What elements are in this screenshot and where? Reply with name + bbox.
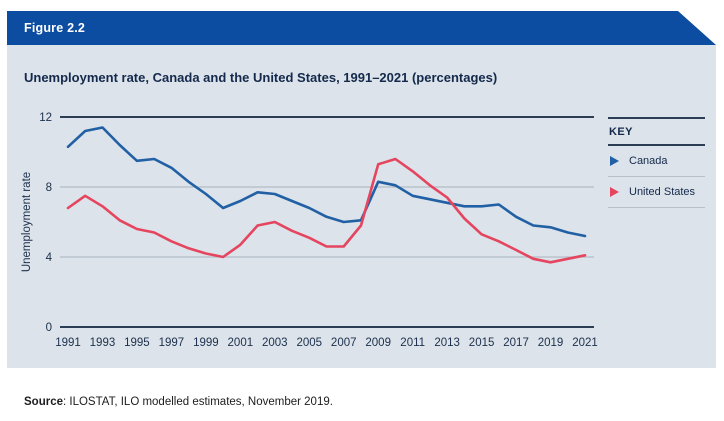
source-label: Source — [24, 396, 63, 408]
legend-entry-canada: Canada — [608, 146, 705, 177]
legend-label-canada: Canada — [629, 155, 668, 167]
source-note: Source: ILOSTAT, ILO modelled estimates,… — [24, 396, 333, 408]
chart-title: Unemployment rate, Canada and the United… — [24, 70, 498, 85]
figure-number-label: Figure 2.2 — [24, 21, 86, 35]
y-axis-title: Unemployment rate — [21, 171, 34, 273]
source-text: : ILOSTAT, ILO modelled estimates, Novem… — [63, 396, 333, 408]
canada-marker-icon — [610, 156, 619, 166]
legend-entry-united-states: United States — [608, 177, 705, 208]
chart-legend: KEY Canada United States — [608, 117, 705, 208]
united-states-marker-icon — [610, 187, 619, 197]
figure-header-bar: Figure 2.2 — [7, 11, 716, 45]
legend-title: KEY — [608, 119, 705, 146]
legend-label-united-states: United States — [629, 186, 696, 198]
